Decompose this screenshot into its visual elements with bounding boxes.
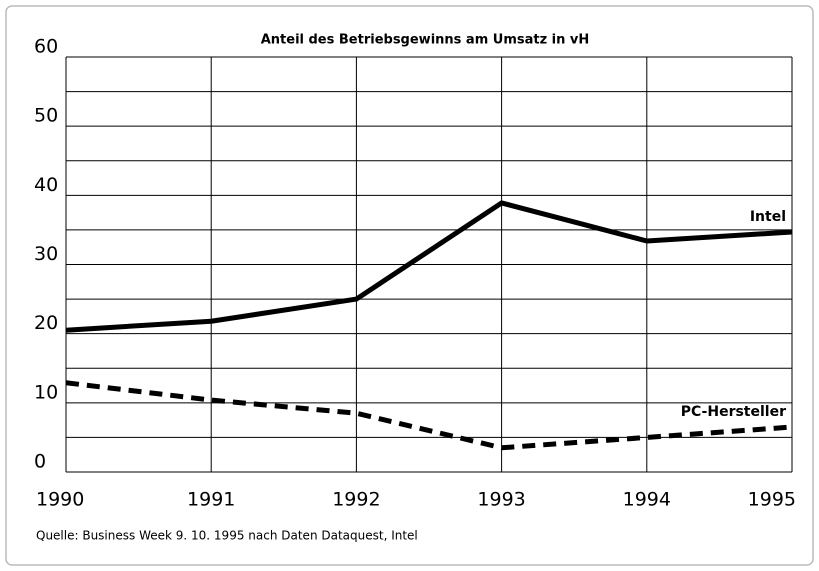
x-tick-label: 1990 xyxy=(36,489,84,511)
x-tick-label: 1993 xyxy=(477,489,525,511)
y-tick-label: 50 xyxy=(34,105,58,127)
y-tick-label: 60 xyxy=(34,36,58,58)
source-note: Quelle: Business Week 9. 10. 1995 nach D… xyxy=(36,529,418,543)
line-series xyxy=(65,380,793,451)
frame xyxy=(5,5,814,566)
line-series xyxy=(65,200,793,333)
y-tick-label: 10 xyxy=(34,381,58,403)
y-tick-label: 0 xyxy=(34,451,46,473)
series-label: PC-Hersteller xyxy=(681,404,786,420)
series-label: Intel xyxy=(750,209,786,225)
x-tick-label: 1995 xyxy=(748,489,796,511)
y-tick-label: 20 xyxy=(34,312,58,334)
x-tick-label: 1992 xyxy=(332,489,380,511)
y-tick-label: 30 xyxy=(34,243,58,265)
y-tick-label: 40 xyxy=(34,174,58,196)
x-tick-label: 1994 xyxy=(623,489,671,511)
chart-title: Anteil des Betriebsgewinns am Umsatz in … xyxy=(261,33,590,48)
x-tick-label: 1991 xyxy=(187,489,235,511)
